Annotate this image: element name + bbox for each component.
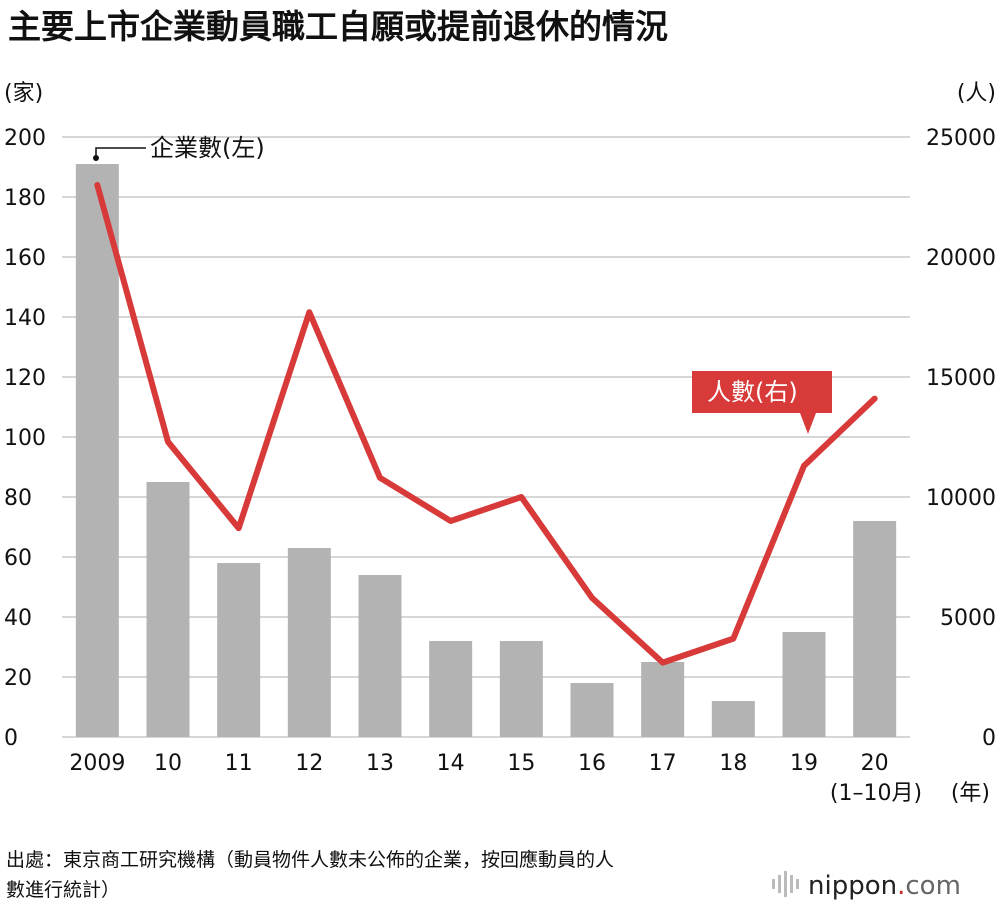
right-axis-unit: (人) [957, 81, 996, 106]
bar [146, 482, 190, 737]
callout-leader [95, 147, 146, 158]
line-point [378, 475, 382, 480]
x-tick-label: 11 [225, 751, 253, 776]
left-tick-label: 100 [4, 426, 46, 451]
brand-wordmark: nippon.com [808, 871, 961, 901]
bar-series-callout: 企業數(左) [93, 134, 265, 162]
bar [853, 521, 897, 737]
line-point [660, 660, 665, 665]
bar [287, 548, 331, 737]
left-tick-label: 60 [4, 546, 32, 571]
brand-logo: nippon.com [772, 871, 961, 901]
bar [782, 632, 826, 737]
source-note-line2: 數進行統計） [6, 879, 120, 901]
line-series [94, 182, 878, 666]
left-tick-label: 160 [4, 246, 46, 271]
left-tick-label: 200 [4, 126, 46, 151]
x-tick-label: 13 [366, 751, 394, 776]
x-tick-label: 14 [437, 751, 465, 776]
line-point [307, 310, 312, 315]
line-point [166, 439, 170, 444]
left-axis-ticks: 0 20 40 60 80 100 120 140 160 180 200 [4, 126, 46, 751]
brand-bars-icon [772, 871, 799, 897]
bar [75, 164, 119, 737]
line-point [731, 636, 736, 641]
x-tick-label: 10 [154, 751, 182, 776]
x-tick-sublabel: (1–10月) [830, 781, 922, 806]
left-tick-label: 80 [4, 486, 32, 511]
x-tick-label: 18 [719, 751, 747, 776]
line-point [872, 396, 877, 401]
left-tick-label: 40 [4, 606, 32, 631]
line-point [448, 519, 453, 523]
right-tick-label: 25000 [926, 126, 996, 151]
x-axis-unit: (年) [951, 781, 990, 806]
left-tick-label: 140 [4, 306, 46, 331]
x-tick-label: 20 [861, 751, 889, 776]
left-tick-label: 180 [4, 186, 46, 211]
x-tick-label: 19 [790, 751, 818, 776]
bar [429, 641, 473, 737]
bar [499, 641, 543, 737]
x-axis-ticks: 2009 10 11 12 13 14 15 16 17 18 19 20 [69, 751, 888, 776]
bar [641, 662, 685, 737]
series-line [94, 182, 878, 666]
left-tick-label: 20 [4, 666, 32, 691]
bar-series [75, 164, 897, 737]
x-tick-label: 12 [295, 751, 323, 776]
x-tick-label: 17 [649, 751, 677, 776]
source-note-line1: 出處：東京商工研究機構（動員物件人數未公佈的企業，按回應動員的人 [6, 848, 614, 871]
line-point [519, 495, 524, 499]
left-tick-label: 0 [4, 726, 18, 751]
right-tick-label: 10000 [926, 486, 996, 511]
x-tick-label: 2009 [69, 751, 125, 776]
left-tick-label: 120 [4, 366, 46, 391]
right-tick-label: 0 [982, 726, 996, 751]
right-tick-label: 5000 [940, 606, 996, 631]
left-axis-unit: (家) [4, 81, 43, 106]
line-point [590, 595, 594, 600]
x-tick-label: 15 [507, 751, 535, 776]
gridlines [62, 136, 910, 738]
bar [570, 683, 614, 737]
line-series-label-box [692, 371, 832, 413]
right-axis-ticks: 0 5000 10000 15000 20000 25000 [926, 126, 996, 751]
line-series-label-pointer [800, 413, 816, 434]
bar [358, 575, 402, 737]
right-tick-label: 15000 [926, 366, 996, 391]
bar-series-label: 企業數(左) [150, 134, 265, 162]
bar [217, 563, 261, 737]
bar [711, 701, 755, 737]
line-series-label: 人數(右) [707, 378, 798, 406]
line-point [802, 463, 806, 468]
line-series-callout: 人數(右) [692, 371, 832, 434]
right-tick-label: 20000 [926, 246, 996, 271]
chart-title: 主要上市企業動員職工自願或提前退休的情況 [8, 7, 668, 46]
line-point [95, 183, 100, 187]
x-tick-label: 16 [578, 751, 606, 776]
line-point [236, 526, 241, 531]
